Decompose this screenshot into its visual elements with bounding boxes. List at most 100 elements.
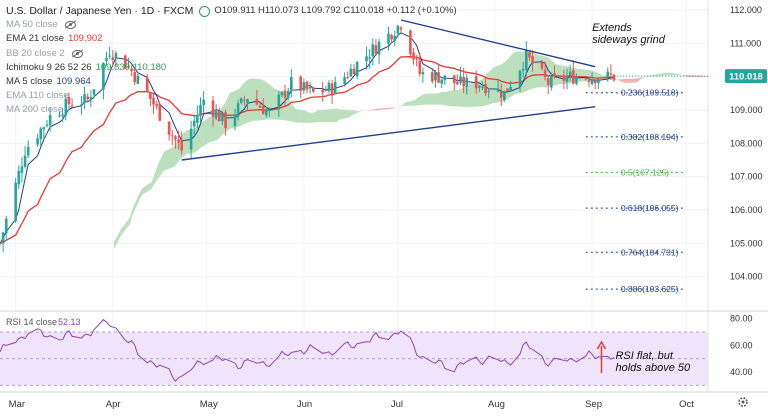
price-tick-label: 106.000 [730,205,763,215]
candle-body [136,75,140,84]
candle-body [390,34,393,40]
indicator-label: MA 5 close [6,75,53,87]
ichimoku-cloud [114,78,362,249]
candle-body [130,68,133,72]
gear-icon[interactable] [738,397,748,407]
annotation-extends: Extends [592,22,632,34]
candle-body [443,75,447,81]
price-tick-label: 112.000 [730,5,762,15]
candle-body [487,90,491,92]
candle-body [462,76,465,87]
candle-body [145,77,149,92]
candle-body [612,74,616,81]
rsi-tick-label: 80.00 [730,314,753,324]
candle-body [377,41,381,55]
indicator-row[interactable]: Ichimoku 9 26 52 26 109.839 110.180 [6,61,457,75]
trendline-lower[interactable] [181,105,596,161]
candle-body [484,83,487,94]
candle-body [365,56,368,62]
time-tick-label: Oct [679,399,694,410]
time-tick-label: Jul [391,399,403,410]
candle-body [102,62,105,90]
candle-body [17,170,21,185]
candle-body [503,91,506,101]
candle-body [214,110,218,119]
candle-body [415,58,418,60]
indicator-list: MA 50 close EMA 21 close 109.902 BB 20 clos… [6,18,457,117]
hidden-eye-icon[interactable] [64,21,76,30]
candle-body [36,138,39,145]
candle-body [355,62,359,77]
candle-body [124,55,127,69]
candle-body [61,114,64,116]
candle-body [4,218,8,233]
candle-body [26,147,30,156]
price-tick-label: 111.000 [730,38,761,48]
candle-body [264,110,268,116]
candle-body [199,104,202,116]
candle-body [371,44,375,57]
candle-body [543,69,547,77]
candle-body [258,105,262,108]
ema-21-line [0,56,615,245]
symbol-title[interactable]: U.S. Dollar / Japanese Yen · 1D · FXCM [6,5,194,17]
ichimoku-cloud [615,77,644,83]
candle-body [590,79,594,84]
candle-body [324,90,328,92]
candle-body [290,77,293,91]
indicator-label: Ichimoku 9 26 52 26 [6,61,92,73]
indicator-label: MA 50 close [6,19,58,31]
candle-body [233,114,237,127]
trendline-upper[interactable] [400,19,596,68]
candle-body [177,139,180,143]
candle-body [280,91,284,96]
candle-body [418,60,422,74]
candle-body [58,115,61,117]
candle-body [550,75,553,88]
indicator-row[interactable]: MA 50 close [6,18,457,32]
legend-header: U.S. Dollar / Japanese Yen · 1D · FXCM O… [6,4,457,18]
candle-body [597,79,600,84]
fib-level-label: 0.886(103.625) [621,284,679,294]
indicator-label: EMA 110 close [6,90,69,102]
candle-body [606,71,610,77]
candle-body [565,76,569,82]
candle-body [83,94,86,103]
candle-body [48,115,52,126]
candle-body [330,83,334,95]
candle-body [474,76,478,89]
candle-body [196,115,199,123]
candle-body [133,71,137,83]
candle-body [349,68,353,77]
indicator-row[interactable]: MA 200 close [6,103,457,117]
candle-body [239,98,243,103]
hidden-eye-icon[interactable] [71,49,83,58]
indicator-label: EMA 21 close [6,33,65,45]
candle-body [584,78,588,80]
indicator-row[interactable]: BB 20 close 2 [6,47,457,61]
candle-body [568,71,572,76]
indicator-row[interactable]: MA 5 close 109.964 [6,75,457,89]
candle-body [525,49,528,70]
candle-body [149,91,152,99]
candle-body [224,112,227,129]
annotation-extends: sideways grind [592,34,666,46]
candle-body [67,97,71,105]
candle-body [546,78,550,86]
candle-body [421,72,425,75]
time-tick-label: Mar [9,399,25,410]
price-tick-label: 107.000 [730,172,763,182]
market-status-icon [199,5,211,17]
last-price-label: 110.018 [729,72,763,83]
time-tick-label: May [200,399,218,410]
indicator-label: BB 20 close 2 [6,47,65,59]
candle-body [86,96,90,100]
annotation-rsi: RSI flat, but [615,350,673,362]
indicator-row[interactable]: EMA 110 close [6,89,457,103]
fib-level-label: 0.764(104.731) [621,247,679,257]
candle-body [89,97,93,100]
candle-body [111,57,115,60]
candle-body [217,110,221,122]
indicator-row[interactable]: EMA 21 close 109.902 [6,32,457,46]
